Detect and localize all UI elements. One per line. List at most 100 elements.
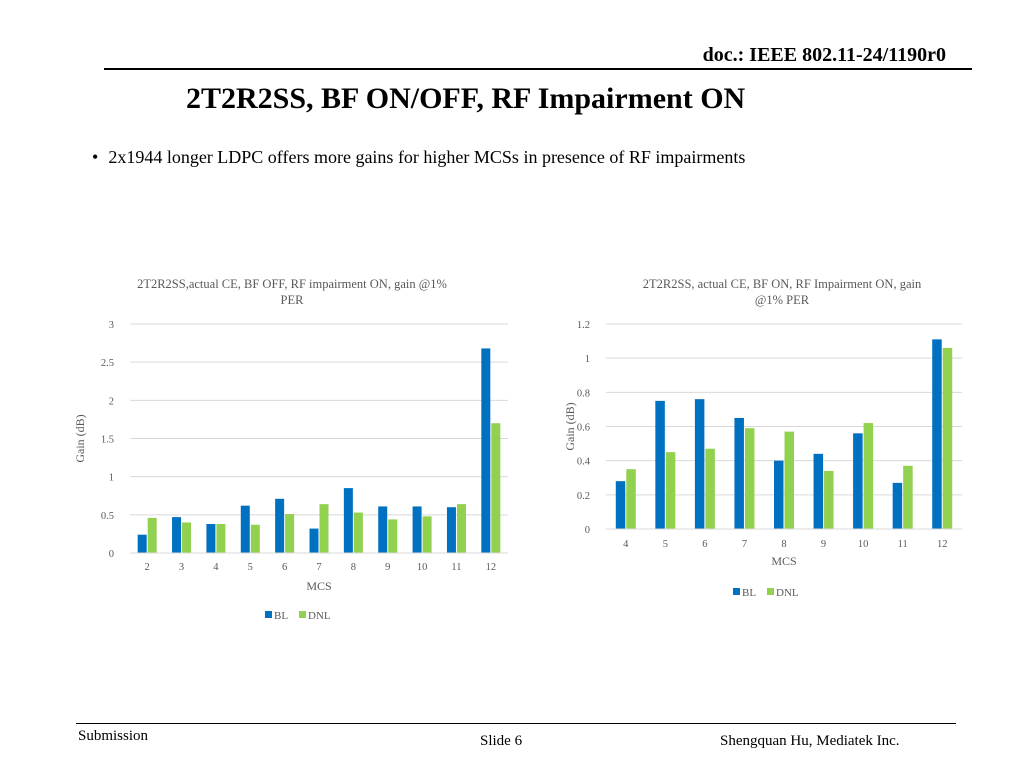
- bullet-marker: •: [92, 147, 99, 167]
- chart-bf-on-bar-bl-mcs-8: [774, 460, 784, 529]
- chart-bf-off-bar-dnl-mcs-7: [319, 504, 329, 553]
- slide-title: 2T2R2SS, BF ON/OFF, RF Impairment ON: [186, 82, 746, 115]
- chart-bf-on-x-tick-label: 9: [821, 539, 826, 550]
- chart-bf-on-y-tick-label: 0.6: [577, 423, 590, 434]
- chart-bf-on-x-tick-label: 12: [937, 539, 948, 550]
- chart-bf-off-x-tick-label: 12: [486, 562, 497, 573]
- chart-bf-on-x-axis-label: MCS: [771, 554, 796, 568]
- chart-bf-off-bar-bl-mcs-12: [481, 348, 491, 553]
- chart-bf-on-y-tick-label: 1: [585, 354, 590, 365]
- chart-bf-on-y-tick-label: 0: [585, 525, 590, 536]
- chart-bf-off-bar-bl-mcs-3: [172, 517, 182, 553]
- chart-bf-off-legend-swatch-dnl: [299, 611, 306, 618]
- chart-bf-off-bar-dnl-mcs-9: [388, 519, 398, 553]
- chart-bf-off-bar-bl-mcs-11: [446, 507, 456, 553]
- chart-bf-on: 2T2R2SS, actual CE, BF ON, RF Impairment…: [560, 270, 980, 615]
- chart-bf-off-x-tick-label: 6: [282, 562, 287, 573]
- chart-bf-on-x-tick-label: 6: [702, 539, 707, 550]
- chart-bf-off-bar-bl-mcs-9: [378, 506, 388, 553]
- chart-bf-off-y-tick-label: 0: [109, 549, 114, 560]
- chart-bf-off-title-line: 2T2R2SS,actual CE, BF OFF, RF impairment…: [137, 277, 447, 291]
- chart-bf-off-bar-dnl-mcs-5: [250, 524, 260, 553]
- chart-bf-off-x-tick-label: 4: [213, 562, 219, 573]
- chart-bf-off-x-tick-label: 9: [385, 562, 390, 573]
- chart-bf-off-x-tick-label: 8: [351, 562, 356, 573]
- chart-bf-off-y-tick-label: 2.5: [101, 358, 114, 369]
- chart-bf-on-y-tick-label: 0.8: [577, 388, 590, 399]
- chart-bf-on-bar-bl-mcs-10: [853, 433, 863, 529]
- chart-bf-off-bar-bl-mcs-7: [309, 528, 319, 553]
- chart-bf-on-y-tick-label: 1.2: [577, 320, 590, 331]
- chart-bf-on-legend-label-bl: BL: [742, 587, 756, 599]
- chart-bf-off-legend-label-bl: BL: [274, 610, 288, 622]
- doc-id-header: doc.: IEEE 802.11-24/1190r0: [702, 44, 946, 66]
- chart-bf-on-title-line: @1% PER: [755, 293, 810, 307]
- chart-bf-on-bar-bl-mcs-6: [694, 399, 705, 529]
- chart-bf-off-bar-bl-mcs-8: [343, 488, 353, 553]
- chart-bf-off: 2T2R2SS,actual CE, BF OFF, RF impairment…: [70, 270, 530, 640]
- chart-bf-on-bar-dnl-mcs-9: [824, 470, 834, 529]
- chart-bf-off-bar-dnl-mcs-4: [216, 523, 226, 553]
- chart-bf-on-bar-bl-mcs-9: [813, 453, 824, 529]
- chart-bf-on-bar-bl-mcs-4: [615, 481, 626, 529]
- chart-bf-off-bar-bl-mcs-4: [206, 523, 216, 553]
- chart-bf-off-x-tick-label: 2: [145, 562, 150, 573]
- chart-bf-off-bar-bl-mcs-10: [412, 506, 422, 553]
- chart-bf-off-bar-dnl-mcs-8: [353, 512, 363, 553]
- chart-bf-on-legend-swatch-bl: [733, 588, 740, 595]
- chart-bf-on-y-tick-label: 0.4: [577, 457, 591, 468]
- chart-bf-on-bar-dnl-mcs-10: [863, 423, 874, 529]
- chart-bf-on-x-tick-label: 10: [858, 539, 869, 550]
- chart-bf-on-bar-bl-mcs-11: [892, 482, 903, 529]
- chart-bf-off-bar-bl-mcs-6: [275, 498, 285, 553]
- chart-bf-on-bar-dnl-mcs-12: [942, 347, 953, 529]
- chart-bf-off-bar-dnl-mcs-3: [182, 522, 192, 553]
- chart-bf-off-y-tick-label: 0.5: [101, 511, 114, 522]
- chart-bf-off-y-tick-label: 2: [109, 396, 114, 407]
- chart-bf-on-x-tick-label: 5: [663, 539, 668, 550]
- chart-bf-off-bar-bl-mcs-5: [240, 505, 250, 553]
- chart-bf-off-legend-label-dnl: DNL: [308, 610, 331, 622]
- chart-bf-on-legend-label-dnl: DNL: [776, 587, 799, 599]
- chart-bf-off-bar-dnl-mcs-10: [422, 516, 432, 553]
- chart-bf-off-svg: 2T2R2SS,actual CE, BF OFF, RF impairment…: [73, 277, 508, 622]
- chart-bf-off-bar-bl-mcs-2: [137, 534, 147, 553]
- footer-divider: [76, 723, 956, 724]
- chart-bf-off-x-axis-label: MCS: [306, 579, 331, 593]
- footer-slide-number: Slide 6: [480, 733, 523, 749]
- chart-bf-off-y-tick-label: 1: [109, 473, 114, 484]
- chart-bf-off-y-tick-label: 1.5: [101, 435, 114, 446]
- chart-bf-on-bar-dnl-mcs-6: [705, 448, 715, 529]
- chart-bf-on-svg: 2T2R2SS, actual CE, BF ON, RF Impairment…: [563, 277, 962, 599]
- chart-bf-on-bar-dnl-mcs-8: [784, 431, 794, 529]
- chart-bf-off-bar-dnl-mcs-6: [285, 514, 295, 553]
- chart-bf-on-x-tick-label: 8: [781, 539, 786, 550]
- chart-bf-on-legend-swatch-dnl: [767, 588, 774, 595]
- chart-bf-on-bar-bl-mcs-12: [932, 339, 942, 529]
- chart-bf-on-bar-dnl-mcs-7: [744, 428, 755, 529]
- chart-bf-off-bar-dnl-mcs-11: [456, 504, 466, 553]
- chart-bf-on-bar-bl-mcs-5: [655, 400, 665, 529]
- chart-bf-on-bar-dnl-mcs-11: [903, 465, 913, 529]
- chart-bf-off-legend-swatch-bl: [265, 611, 272, 618]
- chart-bf-on-bar-bl-mcs-7: [734, 417, 744, 529]
- chart-bf-off-x-tick-label: 11: [451, 562, 461, 573]
- chart-bf-off-title-line: PER: [281, 293, 305, 307]
- chart-bf-on-x-tick-label: 7: [742, 539, 747, 550]
- chart-bf-off-x-tick-label: 3: [179, 562, 184, 573]
- chart-bf-off-bar-dnl-mcs-12: [491, 423, 501, 553]
- chart-bf-on-y-axis-label: Gain (dB): [563, 402, 577, 450]
- header-divider: [104, 68, 972, 70]
- chart-bf-off-y-axis-label: Gain (dB): [73, 414, 87, 462]
- bullet-item: • 2x1944 longer LDPC offers more gains f…: [92, 147, 745, 168]
- footer-submission: Submission: [78, 728, 149, 744]
- footer-author: Shengquan Hu, Mediatek Inc.: [720, 733, 900, 749]
- chart-bf-off-y-tick-label: 3: [109, 320, 114, 331]
- chart-bf-off-bar-dnl-mcs-2: [147, 517, 157, 553]
- chart-bf-on-x-tick-label: 4: [623, 539, 629, 550]
- chart-bf-off-x-tick-label: 7: [316, 562, 321, 573]
- chart-bf-off-x-tick-label: 10: [417, 562, 428, 573]
- chart-bf-on-bar-dnl-mcs-5: [665, 452, 676, 529]
- chart-bf-on-y-tick-label: 0.2: [577, 491, 590, 502]
- bullet-text: 2x1944 longer LDPC offers more gains for…: [108, 147, 746, 167]
